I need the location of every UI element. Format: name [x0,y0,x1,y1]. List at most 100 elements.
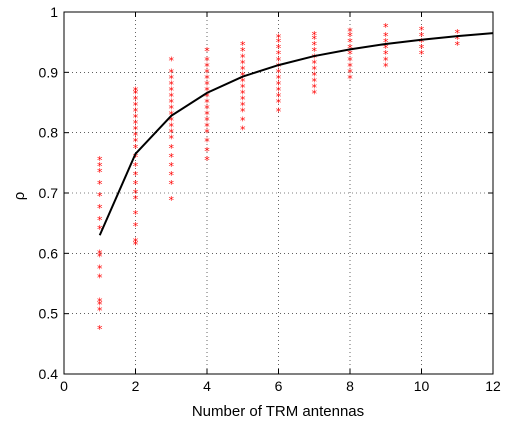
scatter-point: * [133,220,139,233]
scatter-point: * [133,136,139,149]
scatter-point: * [276,72,282,85]
scatter-point: * [312,51,318,64]
scatter-point: * [312,75,318,88]
scatter-point: * [240,106,246,119]
scatter-point: * [240,39,246,52]
scatter-point: * [169,121,175,134]
scatter-point: * [455,39,461,52]
scatter-point: * [383,60,389,73]
x-tick-label: 6 [275,378,283,394]
axis-ticks: 0 2 4 6 8 10 12 0.4 0.5 0.6 0.7 0.8 0.9 1 [39,4,501,394]
scatter-point: * [204,103,210,116]
scatter-point: * [133,106,139,119]
mean-curve [98,32,494,236]
scatter-point: * [204,109,210,122]
scatter-point: * [133,238,139,251]
scatter-point: * [204,60,210,73]
scatter-point: * [276,97,282,110]
scatter-point: * [169,115,175,128]
scatter-point: * [97,323,103,336]
scatter-point: * [97,160,103,173]
scatter-point: * [312,39,318,52]
scatter-point: * [133,93,139,106]
scatter-point: * [204,66,210,79]
scatter-point: * [455,33,461,46]
scatter-point: * [276,66,282,79]
scatter-point: * [169,194,175,207]
scatter-point: * [133,187,139,200]
scatter-point: * [419,48,425,61]
scatter-point: * [312,29,318,42]
scatter-point: * [276,54,282,67]
scatter-markers: ****************************************… [97,21,461,336]
scatter-point: * [240,93,246,106]
scatter-point: * [383,48,389,61]
scatter-point: * [383,42,389,55]
scatter-point: * [97,299,103,312]
scatter-point: * [347,25,353,38]
scatter-point: * [97,250,103,263]
grid-lines [64,12,493,374]
scatter-point: * [276,78,282,91]
scatter-point: * [419,24,425,37]
scatter-point: * [240,100,246,113]
scatter-point: * [204,136,210,149]
scatter-point: * [97,202,103,215]
scatter-point: * [169,72,175,85]
scatter-point: * [419,36,425,49]
scatter-point: * [133,160,139,173]
scatter-point: * [204,97,210,110]
scatter-point: * [169,66,175,79]
scatter-point: * [383,36,389,49]
y-tick-label: 0.5 [39,306,59,322]
scatter-point: * [312,45,318,58]
scatter-point: * [204,127,210,140]
scatter-point: * [204,78,210,91]
scatter-point: * [240,87,246,100]
scatter-point: * [97,178,103,191]
scatter-point: * [133,208,139,221]
scatter-point: * [312,63,318,76]
x-tick-label: 8 [346,378,354,394]
scatter-point: * [133,169,139,182]
scatter-point: * [276,48,282,61]
scatter-point: * [276,31,282,44]
scatter-point: * [240,81,246,94]
scatter-point: * [133,112,139,125]
scatter-point: * [419,30,425,43]
scatter-point: * [347,66,353,79]
scatter-point: * [276,106,282,119]
scatter-point: * [240,51,246,64]
scatter-point: * [133,84,139,97]
scatter-point: * [347,72,353,85]
scatter-point: * [312,57,318,70]
scatter-point: * [383,21,389,34]
y-axis-label: ρ [11,192,28,201]
scatter-point: * [97,214,103,227]
scatter-point: * [240,124,246,137]
scatter-point: * [169,178,175,191]
scatter-point: * [97,262,103,275]
scatter-point: * [97,190,103,203]
scatter-point: * [240,115,246,128]
scatter-point: * [455,27,461,40]
scatter-point: * [312,69,318,82]
scatter-point: * [276,42,282,55]
scatter-point: * [169,78,175,91]
scatter-point: * [419,42,425,55]
scatter-point: * [204,154,210,167]
scatter-point: * [204,115,210,128]
scatter-point: * [97,271,103,284]
scatter-point: * [133,178,139,191]
scatter-point: * [276,36,282,49]
scatter-point: * [97,166,103,179]
scatter-point: * [240,63,246,76]
scatter-point: * [312,33,318,46]
scatter-point: * [347,30,353,43]
y-tick-label: 0.7 [39,185,59,201]
scatter-point: * [169,84,175,97]
scatter-point: * [204,45,210,58]
scatter-point: * [169,103,175,116]
scatter-point: * [133,124,139,137]
scatter-point: * [133,193,139,206]
